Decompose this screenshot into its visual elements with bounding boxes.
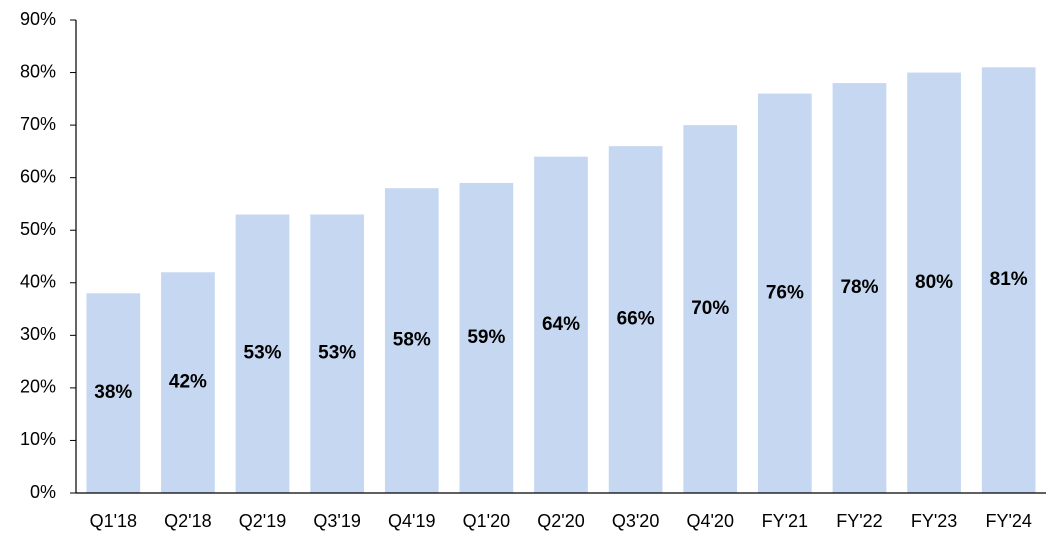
x-tick-label: Q1'18 — [90, 511, 137, 531]
x-tick-label: Q4'20 — [686, 511, 733, 531]
x-tick-label: FY'21 — [762, 511, 808, 531]
value-label: 80% — [915, 272, 953, 293]
bar — [235, 214, 290, 493]
y-tick-label: 0% — [30, 482, 56, 502]
bar — [86, 293, 141, 493]
bar — [981, 67, 1036, 494]
x-tick-label: Q2'19 — [239, 511, 286, 531]
y-tick-label: 40% — [20, 272, 56, 292]
value-label: 42% — [169, 372, 207, 393]
bar — [608, 146, 663, 493]
y-tick-label: 90% — [20, 9, 56, 29]
x-tick-label: Q3'20 — [612, 511, 659, 531]
value-label: 58% — [393, 330, 431, 351]
value-label: 59% — [467, 327, 505, 348]
bar — [161, 272, 215, 493]
value-label: 64% — [542, 314, 580, 335]
value-label: 53% — [318, 343, 356, 364]
value-label: 70% — [691, 298, 729, 319]
y-tick-label: 30% — [20, 324, 56, 344]
value-label: 81% — [990, 269, 1028, 290]
y-tick-label: 10% — [20, 429, 56, 449]
x-tick-label: FY'22 — [836, 511, 882, 531]
value-label: 76% — [766, 282, 804, 303]
bar — [459, 182, 514, 493]
value-label: 66% — [617, 309, 655, 330]
x-tick-label: Q3'19 — [313, 511, 360, 531]
y-tick-label: 20% — [20, 377, 56, 397]
bar — [907, 72, 961, 494]
x-tick-label: Q1'20 — [463, 511, 510, 531]
bar — [534, 156, 588, 493]
bar — [683, 125, 738, 493]
bar — [832, 83, 887, 494]
bar — [384, 188, 439, 493]
x-tick-label: Q2'18 — [164, 511, 211, 531]
value-label: 78% — [840, 277, 878, 298]
x-tick-label: Q4'19 — [388, 511, 435, 531]
x-tick-label: FY'24 — [985, 511, 1031, 531]
y-tick-label: 50% — [20, 219, 56, 239]
y-tick-label: 80% — [20, 61, 56, 81]
y-tick-label: 70% — [20, 114, 56, 134]
y-tick-label: 60% — [20, 166, 56, 186]
x-tick-label: FY'23 — [911, 511, 957, 531]
value-label: 38% — [94, 382, 132, 403]
x-tick-label: Q2'20 — [537, 511, 584, 531]
bar — [757, 93, 812, 494]
bar — [310, 214, 365, 493]
value-label: 53% — [244, 343, 282, 364]
